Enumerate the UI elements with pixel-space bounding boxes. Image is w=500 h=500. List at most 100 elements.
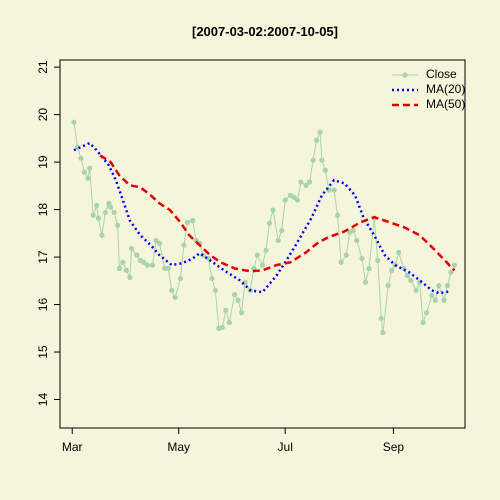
- data-point: [149, 262, 156, 268]
- data-point: [307, 179, 313, 185]
- data-point: [444, 282, 451, 289]
- data-point: [314, 137, 320, 143]
- data-point: [259, 262, 266, 268]
- data-point: [156, 240, 163, 246]
- data-point: [350, 227, 356, 234]
- data-point: [408, 277, 414, 283]
- legend-label: Close: [426, 67, 457, 81]
- data-point: [448, 269, 454, 275]
- data-point: [334, 212, 341, 218]
- data-point: [115, 222, 121, 228]
- data-point: [389, 267, 395, 273]
- data-point: [359, 255, 365, 262]
- data-point: [263, 247, 269, 254]
- data-point: [423, 310, 430, 316]
- data-point: [165, 265, 171, 272]
- data-point: [235, 297, 241, 303]
- data-point: [123, 267, 129, 273]
- data-point: [181, 242, 187, 248]
- legend-label: MA(50): [426, 97, 465, 111]
- data-point: [102, 209, 108, 216]
- data-point: [116, 265, 122, 272]
- y-tick-label: 21: [36, 60, 50, 74]
- data-point: [87, 165, 93, 171]
- data-point: [85, 175, 91, 181]
- plot-frame: [59, 59, 466, 429]
- data-point: [90, 212, 96, 218]
- data-point: [322, 167, 328, 173]
- data-point: [144, 262, 150, 268]
- x-tick-label: Sep: [383, 440, 405, 454]
- data-point: [270, 207, 276, 213]
- data-point: [319, 157, 325, 163]
- data-point: [420, 319, 426, 326]
- data-point: [134, 252, 140, 258]
- data-point: [362, 279, 369, 285]
- data-point: [303, 182, 309, 188]
- x-tick-label: Jul: [278, 440, 293, 454]
- series-line: [99, 154, 456, 273]
- y-tick-label: 16: [36, 298, 50, 312]
- data-point: [223, 307, 229, 313]
- data-point: [254, 252, 260, 258]
- data-point: [380, 329, 386, 336]
- data-point: [99, 232, 105, 238]
- data-point: [108, 204, 114, 210]
- data-point: [317, 129, 323, 135]
- data-point: [120, 259, 126, 265]
- data-point: [413, 287, 419, 293]
- data-point: [331, 187, 337, 193]
- data-point: [153, 237, 159, 244]
- data-point: [385, 282, 391, 289]
- data-point: [291, 194, 297, 200]
- y-tick-label: 18: [36, 203, 50, 217]
- data-point: [177, 275, 184, 282]
- x-tick-label: May: [167, 440, 190, 454]
- data-point: [432, 297, 438, 303]
- data-point: [81, 169, 88, 175]
- data-point: [219, 324, 225, 330]
- data-point: [366, 265, 372, 272]
- y-tick-label: 20: [36, 108, 50, 122]
- legend-marker: [402, 72, 408, 78]
- data-point: [429, 292, 435, 299]
- data-point: [338, 259, 344, 265]
- data-point: [94, 202, 100, 208]
- legend-label: MA(20): [426, 82, 465, 96]
- x-tick-label: Mar: [62, 440, 83, 454]
- data-point: [441, 297, 447, 303]
- data-point: [294, 197, 301, 203]
- y-tick-label: 14: [36, 393, 50, 407]
- data-point: [209, 275, 215, 282]
- data-point: [282, 197, 288, 203]
- data-point: [231, 291, 238, 298]
- data-point: [354, 237, 360, 244]
- data-point: [141, 259, 147, 265]
- data-point: [275, 237, 281, 244]
- data-point: [310, 157, 316, 163]
- data-point: [172, 294, 178, 301]
- data-point: [396, 249, 402, 255]
- data-point: [436, 282, 442, 289]
- data-point: [190, 217, 196, 224]
- data-point: [375, 257, 381, 263]
- data-point: [127, 274, 133, 281]
- data-point: [169, 287, 175, 293]
- data-point: [266, 220, 273, 226]
- data-point: [238, 310, 245, 316]
- data-point: [71, 119, 77, 125]
- y-tick-label: 15: [36, 345, 50, 359]
- data-point: [111, 209, 117, 216]
- data-point: [184, 219, 191, 225]
- data-point: [378, 315, 384, 321]
- y-tick-label: 17: [36, 250, 50, 264]
- data-point: [451, 262, 458, 268]
- chart-title: [2007-03-02:2007-10-05]: [192, 24, 338, 39]
- data-point: [298, 179, 304, 185]
- data-point: [404, 272, 410, 279]
- data-point: [212, 287, 218, 293]
- data-point: [226, 319, 232, 326]
- data-point: [78, 155, 84, 161]
